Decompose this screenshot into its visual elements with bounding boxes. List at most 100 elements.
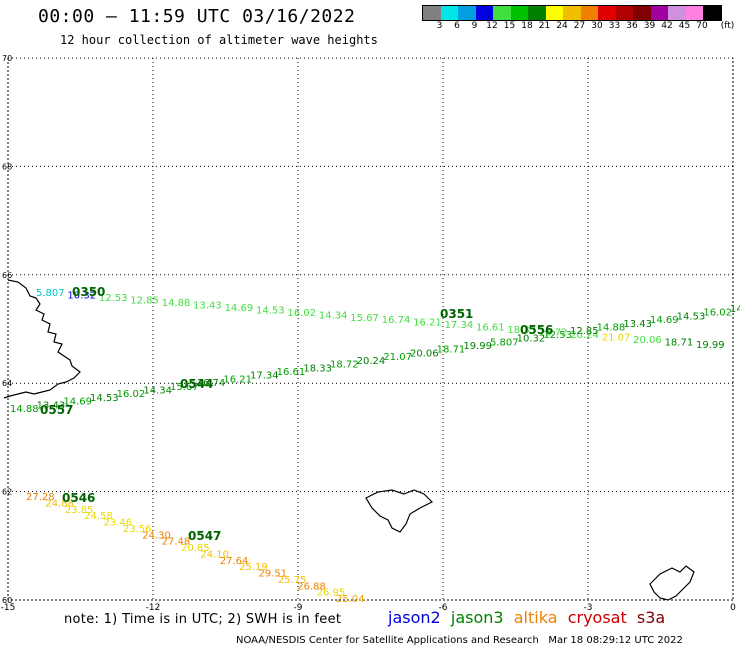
color-scale-tick: 3 [436,21,443,31]
wave-height-label-dense: 12.53 [543,330,572,341]
latitude-tick: 68 [2,162,12,171]
wave-height-label: 18.72 [539,328,568,339]
color-scale-tick: 21 [538,21,551,31]
longitude-tick: -9 [294,603,303,613]
track-time-label: 0350 [72,285,105,299]
color-scale-tick: 30 [591,21,603,31]
coastlines [3,279,695,601]
color-scale-tick: 45 [678,21,691,31]
wave-height-label: 20.06 [633,335,662,346]
wave-height-label: 18.71 [665,338,694,349]
color-swatch [598,6,616,20]
track-time-label: 0556 [520,323,553,337]
color-swatch [668,6,686,20]
color-scale-tick: 24 [556,21,568,31]
longitude-tick: -3 [584,603,593,613]
wave-height-label: 14.69 [225,303,254,314]
wave-height-label-dense: 15.67 [170,382,199,393]
color-swatch [493,6,511,20]
latitude-tick: 60 [2,596,12,605]
track-time-label: 0351 [440,307,473,321]
wave-height-label-dense: 5.807 [490,337,519,348]
wave-height-label: 14.88 [162,298,191,309]
wave-height-label-dense: 20.06 [410,348,439,359]
color-scale-tick: 36 [626,21,638,31]
wave-height-label: 20.85 [181,543,210,554]
track-time-label: 0546 [62,491,95,505]
wave-height-label-dense: 14.34 [730,304,740,315]
wave-height-label-dense: 17.34 [250,371,279,382]
color-scale-tick: 39 [643,21,656,31]
color-swatch [528,6,546,20]
color-swatch [703,6,721,20]
wave-height-label: 25.75 [278,575,307,586]
wave-height-label: 23.56 [123,524,152,535]
altimeter-track-a: 5.807 10.32 12.53 12.85 14.88 13.43 14.69 14.53… [10,285,740,417]
wave-height-label: 5.807 [36,288,65,299]
longitude-tick: -12 [146,603,161,613]
track-time-label: 0557 [40,403,73,417]
wave-height-label: 24.10 [200,549,229,560]
wave-height-label: 20.24 [570,330,599,341]
longitude-tick: -6 [439,603,448,613]
wave-height-label: 24.30 [142,530,171,541]
wave-height-label-dense: 12.85 [570,326,599,337]
color-scale-tick: 9 [471,21,478,31]
wave-height-label: 14.34 [319,310,348,321]
wave-height-label: 16.21 [413,318,442,329]
track-time-label: 0544 [180,377,213,391]
color-swatch [580,6,598,20]
wave-height-label-dense: 14.69 [63,397,92,408]
iceland-coastline [3,279,81,399]
color-swatch [440,6,458,20]
wave-height-label: 24.58 [84,511,113,522]
wave-height-label-dense: 16.02 [703,308,732,319]
color-swatch [685,6,703,20]
track-time-label: 0547 [188,529,221,543]
color-swatch [510,6,528,20]
satellite-legend-altika: altika [513,608,568,627]
wave-height-label: 16.61 [476,323,505,334]
wave-height-label: 12.53 [99,293,128,304]
color-scale-tick: 12 [486,21,498,31]
wave-height-label: 27.28 [26,492,55,503]
color-scale-tick: 70 [696,21,708,31]
wave-height-label-dense: 14.34 [143,385,172,396]
wave-height-label-dense: 18.71 [437,345,466,356]
shetland-islands [649,565,695,601]
wave-height-label: 21.07 [602,333,631,344]
wave-height-label: 25.04 [336,594,365,605]
wave-height-label: 14.53 [256,305,285,316]
page-subtitle: 12 hour collection of altimeter wave hei… [60,33,378,47]
altimeter-track-b: 27.2824.8823.8524.5823.4623.5624.3027.48… [26,491,365,605]
wave-height-label: 10.32 [67,290,96,301]
color-swatch [475,6,493,20]
wave-height-label: 16.02 [287,308,316,319]
axis-tick-labels: -15 -12 -9 -6 -3 0 70 68 66 64 62 60 [1,54,736,613]
wave-height-label: 16.74 [382,315,411,326]
wave-height-label: 15.67 [350,313,379,324]
wave-height-label-dense: 13.43 [623,319,652,330]
latitude-tick: 62 [2,488,12,497]
satellite-legend-jason3: jason3 [450,608,514,627]
wave-height-label-dense: 16.21 [223,374,252,385]
wave-height-label-dense: 13.43 [37,400,66,411]
wave-height-color-scale [422,5,722,21]
map-grid [7,57,734,601]
wave-height-label-dense: 19.99 [463,341,492,352]
wave-height-label-dense: 16.74 [197,378,226,389]
wave-height-label: 13.43 [193,300,222,311]
latitude-tick: 66 [2,271,12,280]
color-swatch [563,6,581,20]
color-scale-tick-labels: 3 6 9 12 15 18 21 24 27 30 33 36 39 42 45 70 (ft) [422,21,740,33]
color-scale-tick: 42 [661,21,673,31]
wave-height-label: 19.99 [696,340,725,351]
wave-height-label: 18.33 [507,325,536,336]
wave-height-label: 23.46 [104,518,133,529]
color-scale-unit: (ft) [720,21,735,31]
color-swatch [633,6,651,20]
satellite-legend-s3a: s3a [636,608,666,627]
faroe-islands [365,489,434,533]
units-note: note: 1) Time is in UTC; 2) SWH is in fe… [64,612,342,627]
